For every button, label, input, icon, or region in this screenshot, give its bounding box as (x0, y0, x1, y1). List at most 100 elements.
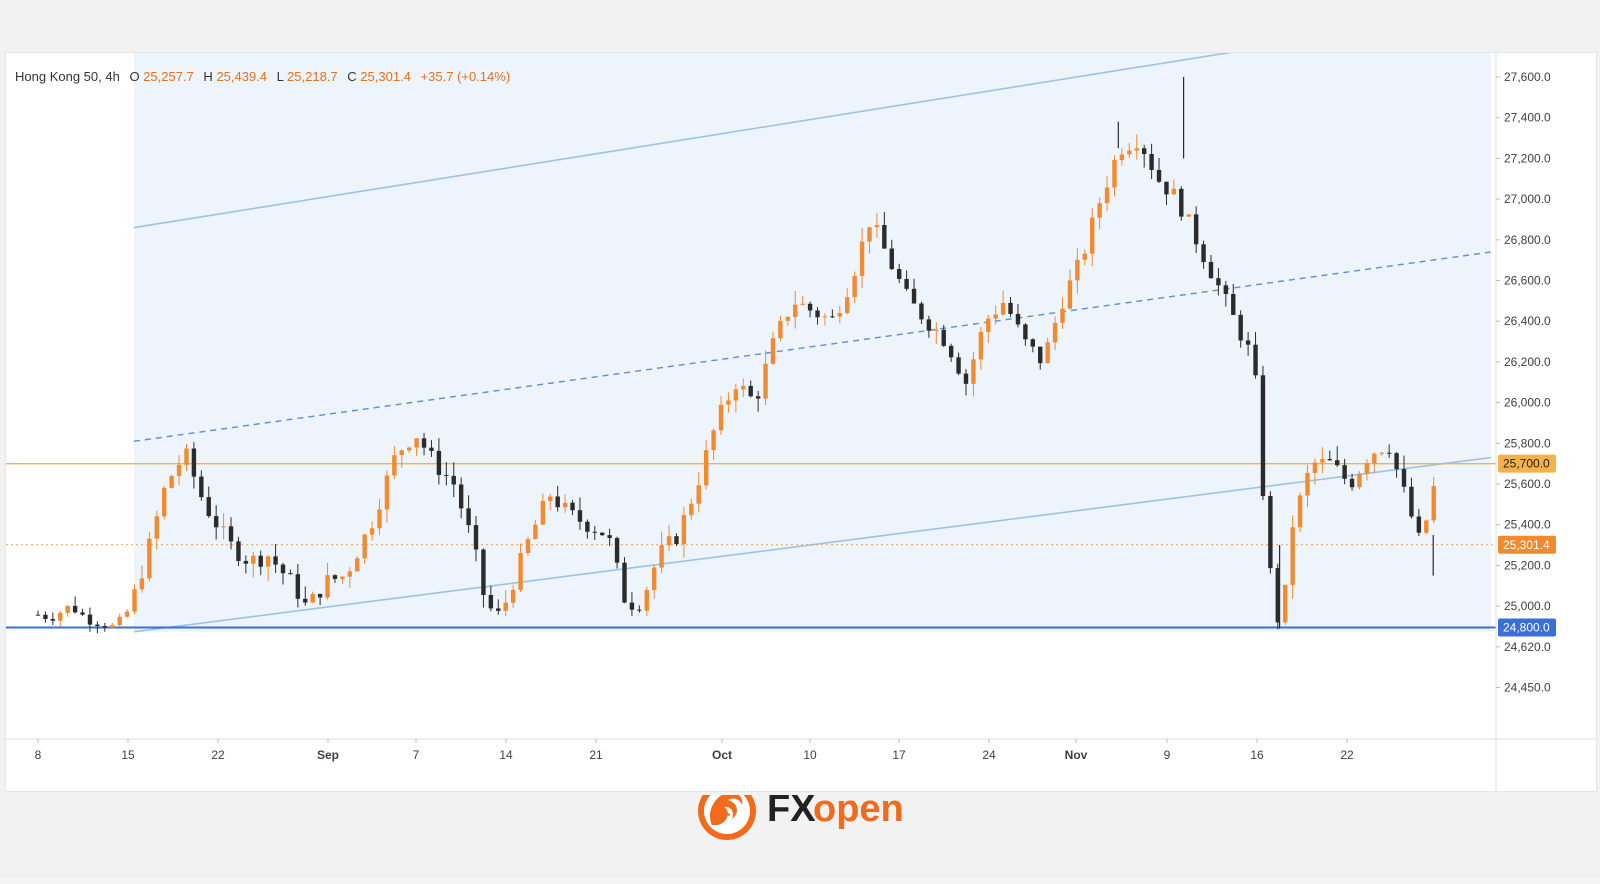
candle-body-122 (941, 329, 946, 346)
candle-body-29 (251, 555, 256, 564)
candle-body-20 (184, 448, 189, 465)
candle-body-84 (659, 545, 664, 568)
x-tick-label-0: 8 (35, 748, 42, 762)
candle-body-63 (503, 602, 508, 611)
candle-body-47 (384, 475, 390, 510)
candle-body-39 (325, 575, 330, 598)
candle-body-97 (755, 396, 761, 399)
candle-body-4 (65, 605, 70, 613)
candle-body-180 (1372, 453, 1377, 464)
x-tick-label-10: 24 (982, 748, 996, 762)
candle-body-0 (35, 614, 41, 616)
candle-body-91 (711, 430, 716, 451)
candle-body-147 (1127, 150, 1132, 155)
candle-body-149 (1141, 148, 1147, 155)
candle-body-95 (741, 385, 746, 390)
candle-body-135 (1038, 346, 1043, 364)
candle-body-14 (139, 578, 145, 590)
candle-body-83 (651, 567, 657, 590)
y-tick-label-15: 24,450.0 (1504, 681, 1551, 695)
candle-body-33 (280, 564, 286, 574)
candle-body-42 (347, 571, 353, 577)
candle-body-45 (369, 528, 375, 535)
candle-body-25 (221, 526, 226, 528)
x-tick-label-6: 21 (589, 748, 603, 762)
candle-body-172 (1312, 462, 1318, 473)
legend-close-value: 25,301.4 (360, 69, 411, 84)
candle-body-115 (889, 248, 894, 270)
candle-body-26 (228, 526, 234, 542)
candle-body-132 (1015, 313, 1021, 325)
candle-body-164 (1253, 344, 1258, 376)
candlestick-series (35, 77, 1436, 634)
candle-body-131 (1008, 302, 1013, 314)
candle-body-148 (1134, 148, 1139, 151)
candle-body-61 (488, 594, 494, 609)
y-tick-label-1: 27,400.0 (1504, 111, 1551, 125)
candle-body-114 (882, 225, 887, 249)
x-tick-label-4: 7 (413, 748, 420, 762)
candle-body-54 (436, 450, 442, 475)
candle-body-154 (1179, 188, 1184, 217)
candle-body-88 (689, 503, 694, 516)
candle-body-183 (1394, 453, 1399, 470)
legend-open-value: 25,257.7 (143, 69, 194, 84)
candle-body-118 (911, 288, 917, 304)
candle-body-124 (956, 357, 961, 374)
candle-body-155 (1186, 214, 1191, 217)
candle-body-11 (117, 616, 122, 626)
y-tick-label-4: 26,800.0 (1504, 233, 1551, 247)
candle-body-70 (555, 496, 560, 508)
candle-body-13 (132, 589, 137, 612)
candle-body-178 (1357, 473, 1362, 488)
candle-body-120 (926, 319, 932, 331)
candle-body-111 (859, 241, 865, 276)
chart-panel[interactable]: 27,600.0 27,400.0 27,200.0 27,000.0 26,800.0… (5, 52, 1597, 792)
candle-body-15 (147, 538, 152, 579)
candle-body-161 (1231, 293, 1236, 315)
candle-body-128 (986, 318, 991, 332)
candle-body-28 (243, 560, 249, 564)
candle-body-123 (948, 345, 954, 358)
y-tick-label-0: 27,600.0 (1504, 70, 1551, 84)
candle-body-102 (793, 304, 798, 317)
channel-mid-line (133, 251, 1491, 442)
candle-body-130 (1000, 302, 1006, 315)
brand-open: open (813, 795, 904, 830)
price-label-bg-1 (1498, 535, 1556, 554)
candle-body-34 (288, 573, 293, 575)
candle-body-137 (1052, 322, 1058, 343)
x-tick-label-11: Nov (1065, 748, 1088, 762)
candle-body-171 (1305, 472, 1310, 496)
candle-body-108 (837, 312, 842, 317)
candle-body-93 (726, 400, 731, 405)
legend-high-label: H (203, 69, 212, 84)
candle-body-103 (800, 303, 805, 305)
legend-open-label: O (129, 69, 139, 84)
price-chart[interactable]: 27,600.0 27,400.0 27,200.0 27,000.0 26,800.0… (6, 53, 1596, 791)
candle-body-71 (562, 502, 568, 508)
candle-body-81 (637, 609, 642, 611)
candle-body-65 (518, 553, 523, 590)
legend-change: +35.7 (+0.14%) (421, 69, 511, 84)
candle-body-74 (585, 521, 590, 532)
candle-body-177 (1349, 478, 1355, 488)
candle-body-129 (993, 314, 998, 319)
x-tick-label-7: Oct (712, 748, 732, 762)
candle-body-24 (213, 516, 219, 528)
candle-body-76 (600, 532, 605, 536)
legend-low-label: L (277, 69, 284, 84)
candle-body-175 (1335, 460, 1340, 466)
candle-body-19 (176, 464, 182, 476)
legend-close-label: C (347, 69, 356, 84)
chart-legend: Hong Kong 50, 4h O 25,257.7 H 25,439.4 L… (15, 69, 510, 84)
candle-body-1 (43, 614, 48, 619)
candle-body-101 (785, 316, 791, 321)
candle-body-92 (718, 404, 724, 431)
candle-body-136 (1045, 342, 1050, 364)
candle-body-105 (815, 310, 820, 318)
candle-body-8 (95, 624, 100, 627)
price-label-0: 25,700.0 (1503, 457, 1550, 471)
candle-body-140 (1075, 259, 1080, 281)
candle-body-90 (703, 450, 709, 486)
